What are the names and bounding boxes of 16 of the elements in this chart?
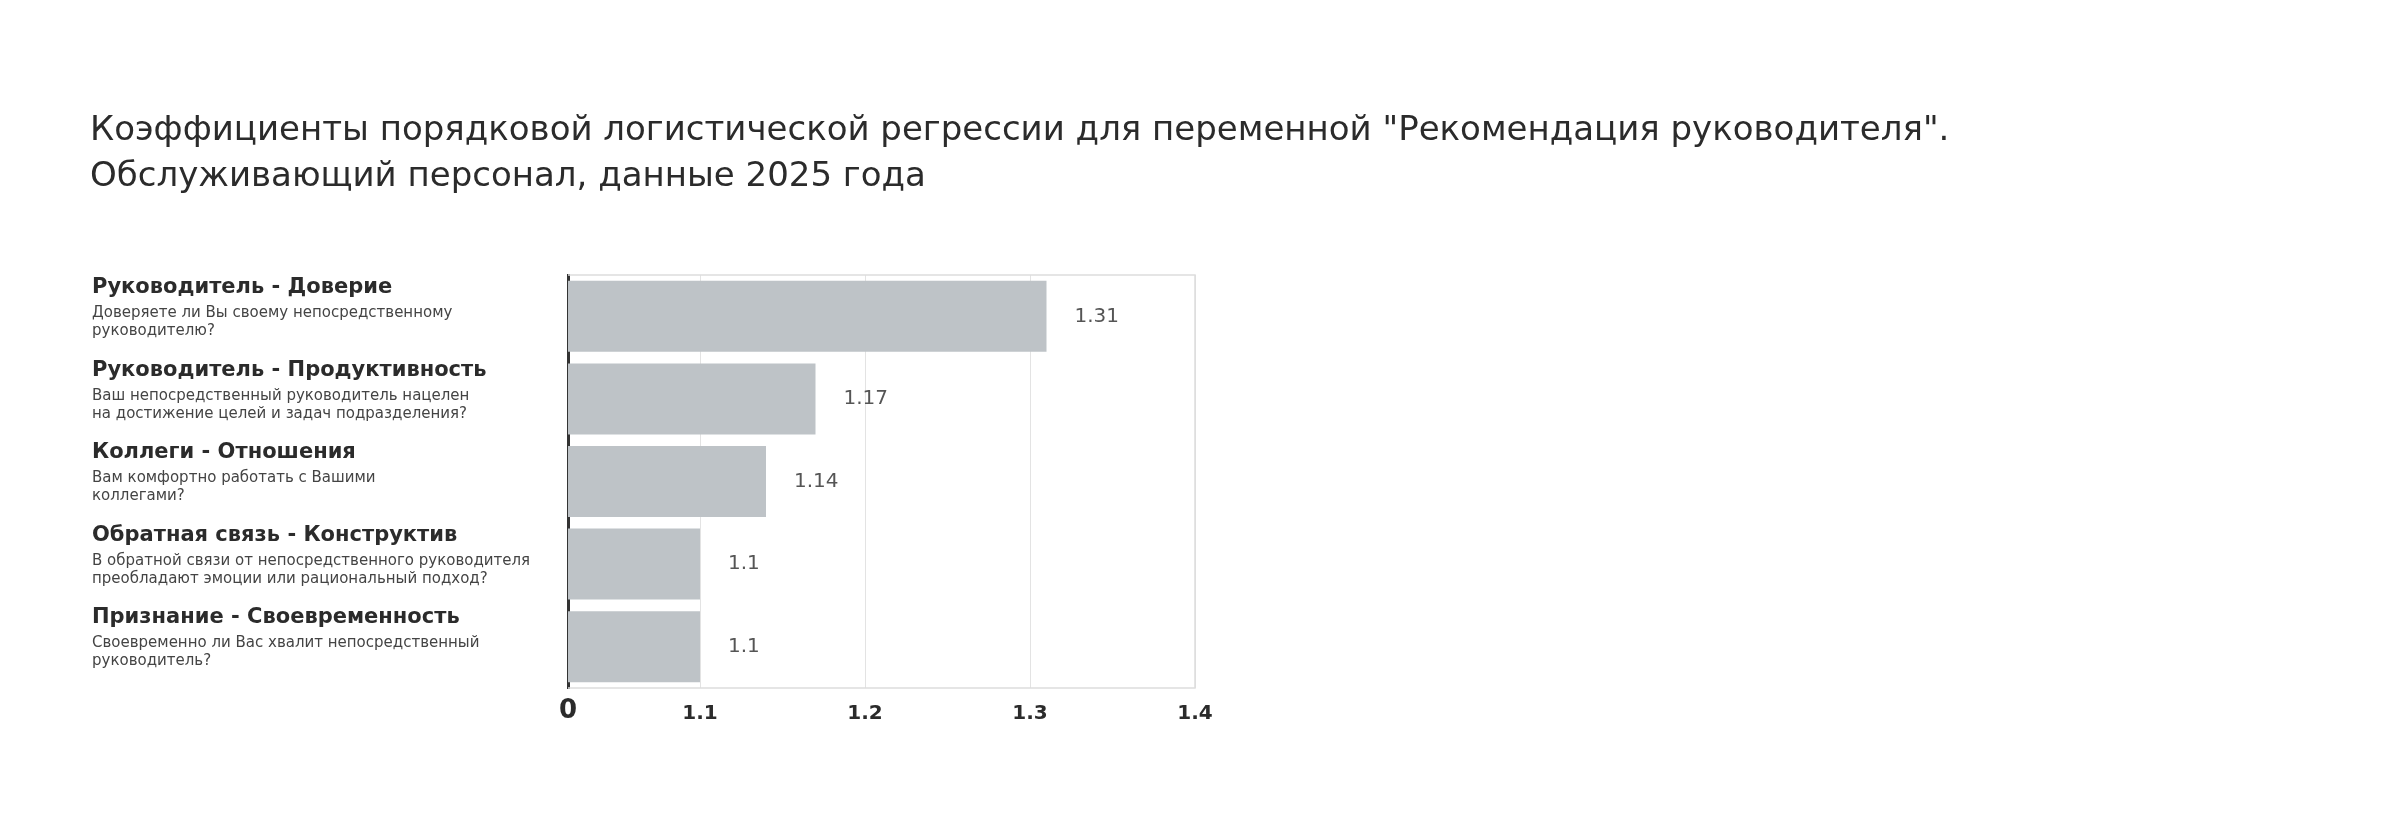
y-tick-label: Признание - Своевременность Своевременно ли Вас хвалит непосредственный руководитель? <box>92 604 480 670</box>
data-label: 1.31 <box>1074 302 1120 327</box>
y-tick-label: Руководитель - Продуктивность Ваш непосредственный руководитель нацелен на достижение целей и задач подразделения? <box>92 356 487 422</box>
y-tick-label: Руководитель - Доверие Доверяете ли Вы своему непосредственному руководителю? <box>92 274 453 339</box>
y-tick-label: Коллеги - Отношения Вам комфортно работать с Вашими коллегами? <box>92 439 376 505</box>
x-tick-label: 1.1 <box>682 700 718 725</box>
text: 0 <box>558 693 578 724</box>
x-tick-label: 1.4 <box>1177 700 1213 725</box>
data-label: 1.17 <box>843 385 889 410</box>
x-tick-label: 1.2 <box>847 700 883 725</box>
x-tick-label: 1.3 <box>1012 700 1048 725</box>
y-tick-label: Обратная связь - Конструктив В обратной связи от непосредственного руководителя преобладают эмоции или рациональный подход? <box>92 521 531 587</box>
data-label: 1.14 <box>794 467 839 492</box>
data-label: 1.1 <box>728 632 760 657</box>
data-label: 1.1 <box>728 550 760 575</box>
chart-title: Коэффициенты порядковой логистической регрессии для переменной "Рекомендация руководителя". Обслуживающий персонал, данные 2025 года <box>90 107 1950 196</box>
